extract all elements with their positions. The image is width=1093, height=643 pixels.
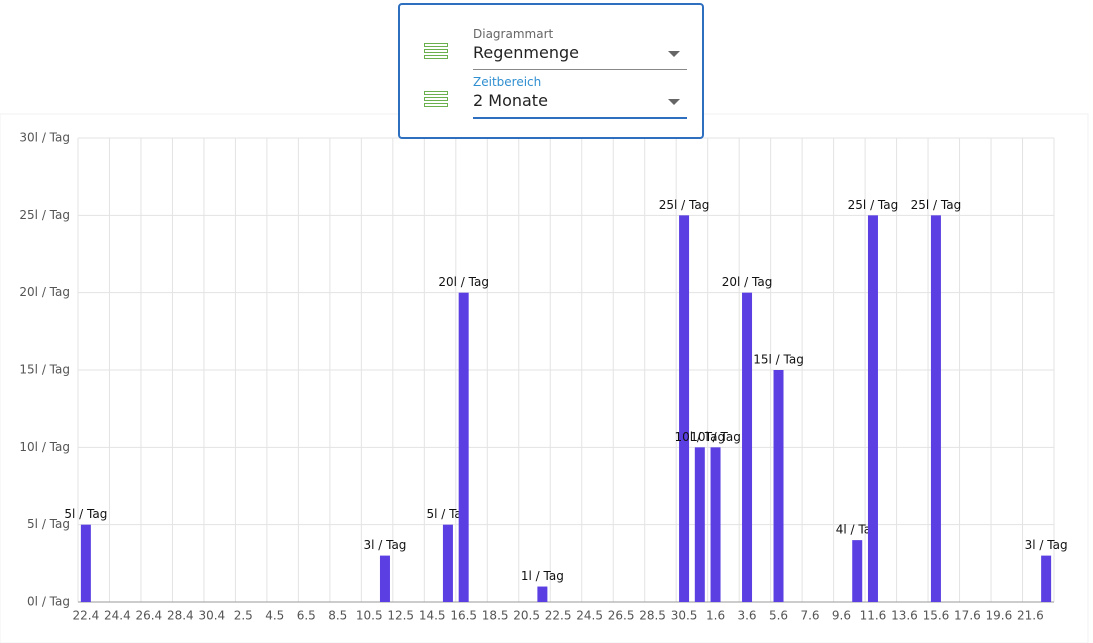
x-tick-label: 3.6 bbox=[737, 609, 756, 623]
x-tick-label: 8.5 bbox=[328, 609, 347, 623]
chart-type-select[interactable]: Diagrammart Regenmenge bbox=[400, 27, 702, 75]
bar bbox=[379, 555, 390, 602]
chart-card bbox=[0, 113, 1089, 643]
y-tick-label: 15l / Tag bbox=[19, 363, 70, 377]
settings-panel: Diagrammart Regenmenge Zeitbereich 2 Mon… bbox=[398, 3, 704, 139]
x-tick-label: 11.6 bbox=[860, 609, 887, 623]
select-value: 2 Monate bbox=[473, 91, 548, 110]
value-label: 25l / Tag bbox=[911, 198, 962, 212]
dropdown-arrow bbox=[668, 51, 680, 57]
bar bbox=[1041, 555, 1052, 602]
y-tick-label: 30l / Tag bbox=[19, 131, 70, 145]
x-tick-label: 19.6 bbox=[986, 609, 1013, 623]
bar bbox=[930, 215, 941, 603]
x-tick-label: 16.5 bbox=[450, 609, 477, 623]
x-tick-label: 1.6 bbox=[706, 609, 725, 623]
x-tick-label: 14.5 bbox=[419, 609, 446, 623]
x-tick-label: 26.5 bbox=[608, 609, 635, 623]
x-tick-label: 17.6 bbox=[954, 609, 981, 623]
value-label: 3l / Tag bbox=[1025, 538, 1068, 552]
value-label: 3l / Tag bbox=[363, 538, 406, 552]
x-tick-label: 26.4 bbox=[135, 609, 162, 623]
select-value: Regenmenge bbox=[473, 43, 579, 62]
bar bbox=[694, 447, 705, 602]
x-tick-label: 9.6 bbox=[832, 609, 851, 623]
bar bbox=[773, 370, 784, 602]
bar bbox=[80, 524, 91, 602]
x-tick-label: 18.5 bbox=[482, 609, 509, 623]
select-label: Diagrammart bbox=[473, 27, 554, 41]
bar bbox=[537, 586, 548, 602]
value-label: 5l / Tag bbox=[64, 507, 107, 521]
x-tick-label: 4.5 bbox=[265, 609, 284, 623]
x-tick-label: 20.5 bbox=[513, 609, 540, 623]
icon bbox=[424, 91, 448, 109]
y-tick-label: 20l / Tag bbox=[19, 285, 70, 299]
value-label: 15l / Tag bbox=[753, 353, 804, 367]
x-tick-label: 10.5 bbox=[356, 609, 383, 623]
x-tick-label: 30.5 bbox=[671, 609, 698, 623]
x-tick-label: 30.4 bbox=[198, 609, 225, 623]
y-tick-label: 5l / Tag bbox=[27, 517, 70, 531]
x-tick-label: 28.4 bbox=[167, 609, 194, 623]
x-tick-label: 21.6 bbox=[1017, 609, 1044, 623]
value-label: 25l / Tag bbox=[659, 198, 710, 212]
x-tick-label: 22.4 bbox=[73, 609, 100, 623]
underline bbox=[473, 117, 687, 119]
icon bbox=[424, 43, 448, 61]
x-tick-label: 15.6 bbox=[923, 609, 950, 623]
y-tick-label: 10l / Tag bbox=[19, 440, 70, 454]
underline bbox=[473, 69, 687, 70]
bar bbox=[679, 215, 690, 603]
value-label: 10l / Tag bbox=[675, 430, 726, 444]
value-label: 20l / Tag bbox=[438, 275, 489, 289]
bar bbox=[710, 447, 721, 602]
bar bbox=[867, 215, 878, 603]
bar bbox=[442, 524, 453, 602]
x-tick-label: 24.4 bbox=[104, 609, 131, 623]
x-tick-label: 2.5 bbox=[234, 609, 253, 623]
x-tick-label: 22.5 bbox=[545, 609, 572, 623]
x-tick-label: 5.6 bbox=[769, 609, 788, 623]
value-label: 20l / Tag bbox=[722, 275, 773, 289]
x-tick-label: 6.5 bbox=[297, 609, 316, 623]
x-tick-label: 13.6 bbox=[891, 609, 918, 623]
y-tick-label: 25l / Tag bbox=[19, 208, 70, 222]
x-tick-label: 7.6 bbox=[800, 609, 819, 623]
select-label: Zeitbereich bbox=[473, 75, 542, 89]
time-range-select[interactable]: Zeitbereich 2 Monate bbox=[400, 75, 702, 123]
value-label: 10l / Tag bbox=[690, 430, 741, 444]
bar bbox=[852, 540, 863, 602]
dropdown-arrow bbox=[668, 99, 680, 105]
x-tick-label: 24.5 bbox=[576, 609, 603, 623]
y-tick-label: 0l / Tag bbox=[27, 595, 70, 609]
bar bbox=[742, 292, 753, 602]
value-label: 1l / Tag bbox=[521, 569, 564, 583]
value-label: 25l / Tag bbox=[848, 198, 899, 212]
x-tick-label: 12.5 bbox=[387, 609, 414, 623]
x-tick-label: 28.5 bbox=[639, 609, 666, 623]
bar bbox=[458, 292, 469, 602]
